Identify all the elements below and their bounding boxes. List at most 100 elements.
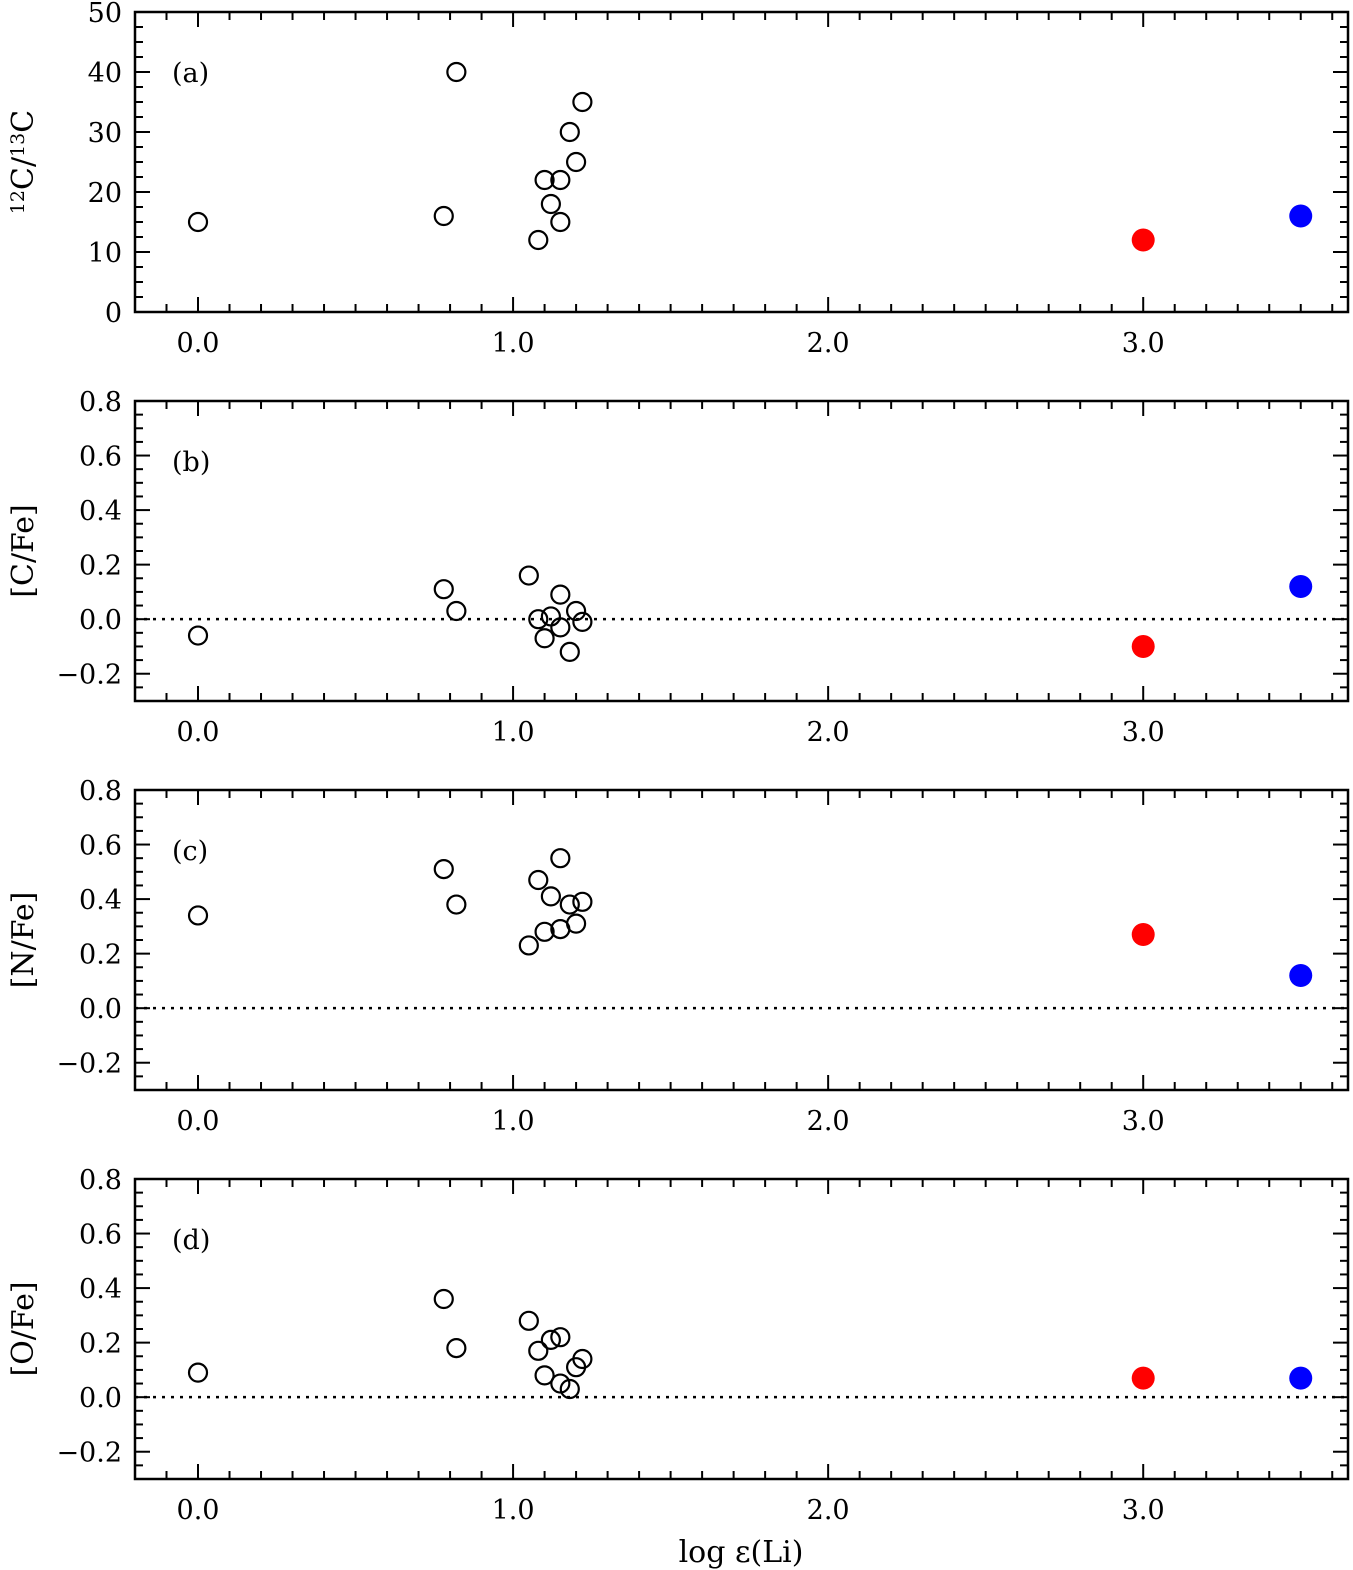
panel-a: 0.0 1.0 2.0 3.0 0 10 20 30 40 50 (a) 12C/13C [6, 0, 1350, 359]
data-point-open [528, 1340, 549, 1361]
data-point-open [446, 894, 467, 915]
data-point-open [518, 1310, 539, 1331]
data-point-open [540, 1329, 561, 1351]
x-tick-label: 3.0 [1122, 328, 1165, 359]
x-axis-label: log ε(Li) [679, 1535, 804, 1570]
y-tick-label: 0.2 [79, 551, 122, 582]
x-tick-label: 1.0 [492, 328, 535, 359]
data-point-red [1131, 634, 1155, 658]
data-point-open [565, 913, 587, 934]
x-tick-label: 1.0 [492, 1106, 535, 1137]
x-tick-label: 2.0 [807, 717, 850, 748]
data-point-open [528, 609, 549, 630]
x-tick-label: 1.0 [492, 717, 535, 748]
data-point-open [187, 625, 209, 646]
y-tick-label: 0.6 [79, 1220, 122, 1251]
x-tick-label: 0.0 [177, 328, 220, 359]
panel-label: (b) [172, 447, 210, 478]
data-point-open [187, 1362, 209, 1383]
data-point-open [433, 858, 454, 880]
plot-frame [133, 788, 1350, 1092]
data-point-open [565, 600, 587, 622]
panel-label: (c) [172, 836, 208, 867]
data-point-red [1131, 1366, 1155, 1390]
data-point-open [550, 169, 571, 191]
y-tick-label: 0 [105, 298, 122, 329]
data-point-open [550, 848, 571, 869]
data-point-open [550, 1327, 571, 1348]
data-point-open [187, 211, 209, 233]
plot-frame [133, 10, 1350, 314]
panel-b: 0.0 1.0 2.0 3.0 −0.2 0.0 0.2 0.4 0.6 0.8 (b) [C/Fe] [6, 387, 1350, 748]
y-axis-label: 12C/13C [6, 110, 41, 214]
y-tick-label: 50 [88, 0, 122, 29]
data-point-open [540, 606, 561, 627]
y-tick-label: 0.8 [79, 1165, 122, 1196]
y-tick-label: 0.0 [79, 605, 122, 636]
data-point-red [1131, 228, 1155, 252]
data-point-open [433, 205, 454, 227]
y-tick-label: 0.6 [79, 831, 122, 862]
data-point-open [572, 611, 593, 633]
y-tick-label: −0.2 [56, 1438, 122, 1469]
data-point-open [446, 61, 467, 83]
y-tick-label: 0.8 [79, 776, 122, 807]
data-point-open [559, 121, 580, 143]
data-point-open [528, 229, 549, 251]
y-tick-label: 0.4 [79, 885, 122, 916]
data-point-blue [1289, 204, 1313, 228]
y-tick-label: 0.0 [79, 1383, 122, 1414]
y-tick-label: 40 [88, 58, 122, 89]
data-point-open [559, 894, 580, 915]
data-point-open [446, 600, 467, 622]
x-tick-label: 2.0 [807, 1495, 850, 1526]
data-point-open [550, 211, 571, 233]
data-point-open [187, 905, 209, 926]
data-point-blue [1289, 963, 1313, 987]
y-tick-label: 0.4 [79, 496, 122, 527]
x-tick-label: 3.0 [1122, 717, 1165, 748]
data-point-open [540, 886, 561, 907]
x-tick-label: 3.0 [1122, 1495, 1165, 1526]
data-point-open [534, 628, 555, 649]
x-tick-label: 0.0 [177, 1495, 220, 1526]
panel-d: 0.0 1.0 2.0 3.0 −0.2 0.0 0.2 0.4 0.6 0.8 (d) [O/Fe] [6, 1165, 1350, 1526]
data-point-open [518, 935, 539, 956]
data-point-open [550, 584, 571, 605]
y-tick-label: 0.8 [79, 387, 122, 418]
data-point-open [534, 169, 555, 191]
data-point-open [518, 565, 539, 586]
data-point-blue [1289, 1366, 1313, 1390]
y-tick-label: 0.2 [79, 940, 122, 971]
data-point-open [433, 1288, 454, 1310]
data-point-open [446, 1337, 467, 1359]
y-tick-label: 0.2 [79, 1329, 122, 1360]
data-point-open [559, 641, 580, 663]
data-point-open [550, 617, 571, 638]
x-tick-label: 0.0 [177, 1106, 220, 1137]
y-tick-label: 0.0 [79, 994, 122, 1025]
y-tick-label: 30 [88, 118, 122, 149]
data-point-open [559, 1378, 580, 1400]
y-tick-label: −0.2 [56, 1049, 122, 1080]
panel-c: 0.0 1.0 2.0 3.0 −0.2 0.0 0.2 0.4 0.6 0.8 (c) [N/Fe] [6, 776, 1350, 1137]
data-point-open [565, 151, 587, 173]
y-tick-label: 0.6 [79, 442, 122, 473]
data-point-red [1131, 923, 1155, 947]
data-point-blue [1289, 574, 1313, 598]
panel-label: (a) [172, 58, 209, 89]
data-point-open [572, 891, 593, 912]
plot-frame [133, 399, 1350, 703]
plot-frame [133, 1177, 1350, 1481]
data-point-open [572, 91, 593, 113]
x-tick-label: 3.0 [1122, 1106, 1165, 1137]
y-axis-label: [N/Fe] [6, 892, 41, 989]
y-tick-label: 0.4 [79, 1274, 122, 1305]
x-tick-label: 0.0 [177, 717, 220, 748]
data-point-open [433, 579, 454, 600]
x-tick-label: 2.0 [807, 1106, 850, 1137]
y-axis-label: [O/Fe] [6, 1281, 41, 1376]
y-tick-label: −0.2 [56, 660, 122, 691]
panel-label: (d) [172, 1225, 210, 1256]
